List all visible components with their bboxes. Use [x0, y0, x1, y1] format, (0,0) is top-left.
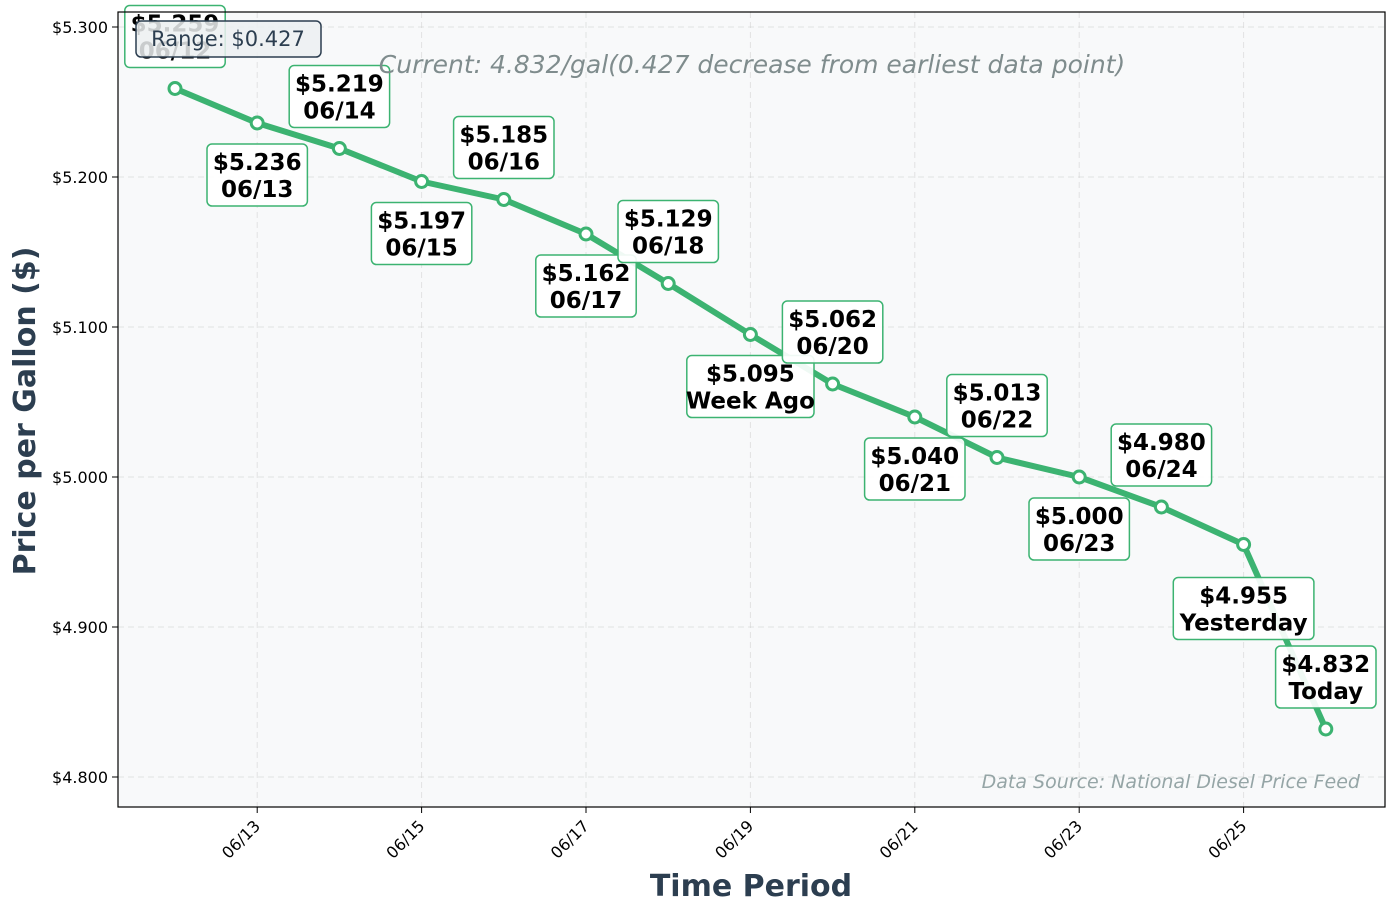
x-axis-label: Time Period	[650, 869, 852, 904]
data-label-price: $5.000	[1035, 504, 1124, 530]
data-label-date: Today	[1288, 679, 1363, 705]
data-label-price: $4.955	[1199, 584, 1288, 610]
plot-frame	[117, 11, 1386, 808]
data-point	[496, 192, 512, 207]
data-label-date: 06/13	[221, 177, 293, 203]
data-label-date: 06/22	[961, 408, 1033, 434]
data-label-price: $4.832	[1281, 652, 1370, 678]
data-label-date: 06/15	[385, 236, 457, 262]
range-text: Range: $0.427	[151, 27, 305, 51]
data-label-date: 06/14	[303, 99, 375, 125]
data-label-price: $5.236	[213, 150, 302, 176]
data-point	[414, 174, 430, 189]
data-point	[1236, 537, 1252, 552]
y-tick-label: $5.100	[52, 318, 108, 337]
data-source-note: Data Source: National Diesel Price Feed	[982, 771, 1361, 793]
data-label-price: $5.219	[295, 72, 384, 98]
y-axis-label: Price per Gallon ($)	[8, 247, 43, 576]
data-label-price: $5.095	[706, 362, 795, 388]
x-tick-label: 06/25	[1204, 816, 1250, 862]
data-label-date: 06/16	[468, 150, 540, 176]
data-label-date: 06/24	[1125, 457, 1197, 483]
data-point	[907, 409, 923, 425]
data-points	[167, 81, 1334, 737]
data-label-date: Week Ago	[686, 389, 815, 415]
y-tick-label: $5.000	[52, 468, 108, 487]
y-tick-label: $5.300	[52, 18, 108, 37]
data-label-price: $4.980	[1117, 430, 1206, 456]
x-tick-label: 06/15	[382, 816, 428, 862]
data-label-box	[452, 115, 555, 180]
x-tick-label: 06/13	[218, 816, 264, 862]
range-box	[135, 20, 322, 58]
data-point	[989, 450, 1005, 465]
y-tick-label: $4.800	[52, 768, 108, 787]
y-tick-label: $5.200	[52, 168, 108, 187]
data-point	[1071, 469, 1087, 485]
data-label-box	[1110, 423, 1213, 487]
x-tick-label: 06/21	[876, 816, 922, 862]
x-axis-ticks: 06/13 06/15 06/17 06/19 06/21 06/23 06/25	[218, 807, 1250, 862]
data-point	[825, 376, 841, 392]
data-label-price: $5.129	[624, 207, 713, 233]
data-label-box	[781, 300, 884, 364]
data-label-box	[617, 199, 720, 264]
data-label-date: 06/17	[550, 288, 622, 314]
data-label-box	[863, 437, 966, 501]
data-label-box	[686, 354, 815, 419]
data-label-price: $5.197	[377, 209, 466, 235]
data-label-box	[946, 373, 1048, 438]
data-point	[578, 226, 594, 242]
data-label-box	[1028, 497, 1131, 561]
data-point	[249, 115, 265, 131]
data-point	[1153, 499, 1169, 515]
data-label-box	[535, 254, 637, 318]
current-price-annotation: Current: 4.832/gal(0.427 decrease from e…	[379, 50, 1125, 79]
data-label-price: $5.062	[788, 307, 877, 333]
data-label-price: $5.040	[870, 444, 959, 470]
y-axis-ticks: $4.800 $4.900 $5.000 $5.100 $5.200 $5.300	[52, 18, 118, 787]
data-point	[167, 81, 183, 96]
data-label-date: 06/18	[632, 234, 704, 260]
data-label-price: $5.013	[953, 381, 1042, 407]
data-label-price: $5.162	[542, 261, 631, 287]
data-label-date: 06/23	[1043, 531, 1115, 557]
data-point	[660, 276, 676, 291]
y-tick-label: $4.900	[52, 618, 108, 637]
grid	[118, 12, 1385, 807]
x-tick-label: 06/19	[711, 816, 757, 862]
data-point	[331, 141, 347, 156]
range-annotation: Range: $0.427	[135, 20, 322, 58]
x-tick-label: 06/23	[1040, 816, 1086, 862]
data-point	[742, 327, 758, 342]
data-point	[1318, 721, 1334, 737]
x-tick-label: 06/17	[547, 816, 593, 862]
data-label-box	[288, 64, 391, 129]
data-label-price: $5.185	[459, 123, 548, 149]
data-label-box	[1172, 576, 1315, 641]
data-label-box	[370, 201, 473, 266]
data-label-date: 06/20	[796, 334, 868, 360]
data-label-date: Yesterday	[1179, 611, 1308, 637]
data-label-box	[1274, 645, 1377, 709]
data-label-date: 06/21	[879, 471, 951, 497]
data-label-box	[206, 143, 309, 207]
